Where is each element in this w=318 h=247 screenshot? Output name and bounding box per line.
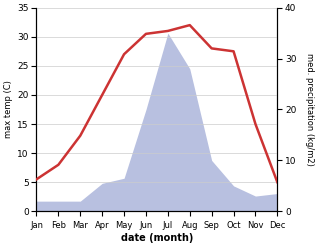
X-axis label: date (month): date (month): [121, 233, 193, 243]
Y-axis label: max temp (C): max temp (C): [4, 81, 13, 138]
Y-axis label: med. precipitation (kg/m2): med. precipitation (kg/m2): [305, 53, 314, 166]
